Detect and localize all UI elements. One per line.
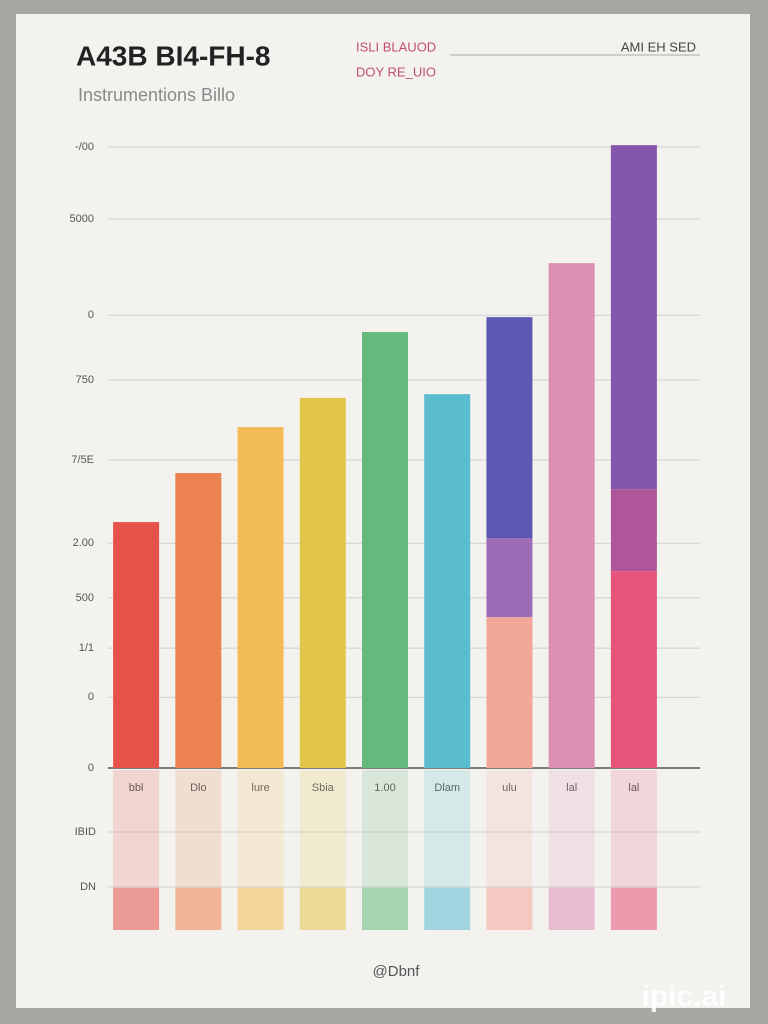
y-tick-label: -/00	[75, 141, 94, 153]
header-text: ISLI BLAUOD	[356, 39, 436, 54]
bar-segment	[424, 394, 471, 768]
bar-reflection	[299, 888, 346, 930]
x-tick-label: bbl	[129, 782, 144, 794]
x-tick-label: lal	[628, 782, 639, 794]
y-tick-label: 0	[88, 691, 94, 703]
bar-reflection	[175, 888, 222, 930]
bar-segment	[486, 617, 533, 768]
y-tick-label: 750	[76, 374, 94, 386]
bar-reflection	[175, 770, 222, 888]
reflection-label: DN	[80, 881, 96, 893]
bar-reflection	[548, 770, 595, 888]
y-tick-label: 2.00	[73, 537, 94, 549]
x-tick-label: Dlam	[434, 782, 460, 794]
bar-reflection	[113, 888, 160, 930]
footer: @Dbnf	[373, 963, 421, 980]
x-tick-label: 1.00	[374, 782, 395, 794]
chart-title: A43B BI4-FH-8	[76, 40, 270, 71]
bar-reflection	[610, 770, 657, 888]
y-tick-label: 5000	[70, 213, 94, 225]
bar-reflection	[486, 888, 533, 930]
x-tick-label: Dlo	[190, 782, 207, 794]
bar-reflection	[424, 770, 471, 888]
bar-reflection	[362, 770, 408, 888]
header-text: AMI EH SED	[621, 39, 696, 54]
bar-reflection	[237, 770, 284, 888]
bar-reflection	[548, 888, 595, 930]
x-tick-label: lure	[251, 782, 269, 794]
y-tick-label: 1/1	[79, 642, 94, 654]
x-tick-label: lal	[566, 782, 577, 794]
bar-reflection	[424, 888, 471, 930]
y-tick-label: 500	[76, 592, 94, 604]
bar-reflection	[299, 770, 346, 888]
bar-segment	[486, 538, 533, 618]
bar-segment	[610, 145, 657, 490]
x-tick-label: ulu	[502, 782, 517, 794]
x-tick-label: Sbia	[312, 782, 335, 794]
bar-segment	[175, 473, 222, 768]
chart-subtitle: Instrumentions Billo	[78, 85, 235, 105]
y-tick-label: 0	[88, 762, 94, 774]
bar-segment	[299, 397, 346, 768]
y-tick-label: 0	[88, 309, 94, 321]
bar-segment	[113, 522, 160, 768]
watermark: ipic.ai	[641, 980, 726, 1013]
reflection-label: IBID	[75, 826, 96, 838]
bar-segment	[362, 332, 408, 768]
bar-segment	[486, 317, 533, 539]
bar-segment	[548, 263, 595, 768]
bar-reflection	[237, 888, 284, 930]
bar-segment	[610, 489, 657, 572]
bar-segment	[237, 427, 284, 768]
bar-reflection	[486, 770, 533, 888]
y-tick-label: 7/5E	[71, 454, 94, 466]
bar-segment	[610, 571, 657, 768]
bar-reflection	[113, 770, 160, 888]
header-text: DOY RE_UIO	[356, 64, 436, 79]
bar-reflection	[362, 888, 408, 930]
bar-reflection	[610, 888, 657, 930]
